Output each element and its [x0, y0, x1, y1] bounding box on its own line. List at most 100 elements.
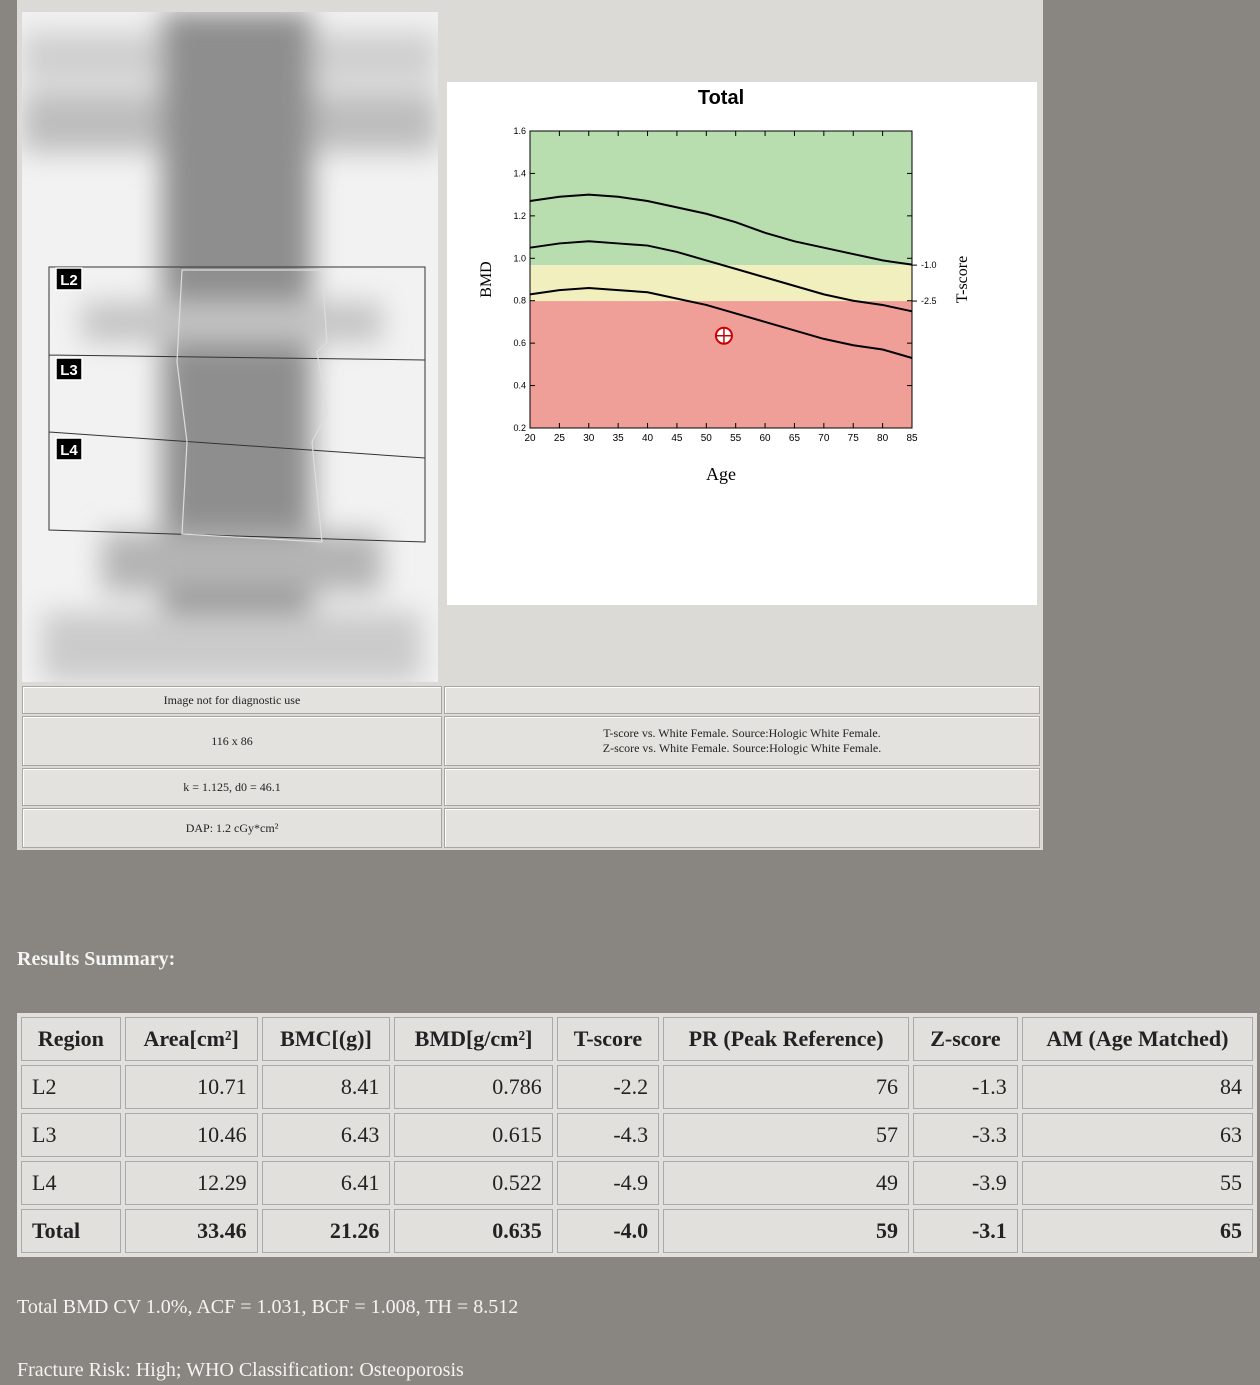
- info-text: T-score vs. White Female. Source:Hologic…: [445, 726, 1039, 741]
- note: Fracture Risk: High; WHO Classification:…: [17, 1359, 464, 1382]
- info-cell: k = 1.125, d0 = 46.1: [22, 768, 442, 806]
- table-cell: 55: [1022, 1161, 1253, 1205]
- region-label: L2: [60, 272, 78, 289]
- column-header: PR (Peak Reference): [663, 1017, 909, 1061]
- table-cell: -3.3: [913, 1113, 1018, 1157]
- info-cell: [444, 686, 1040, 714]
- page: L2L3L4 Total2025303540455055606570758085…: [0, 0, 1260, 1385]
- table-cell: -1.3: [913, 1065, 1018, 1109]
- region-label: L3: [60, 362, 78, 379]
- table-cell: 63: [1022, 1113, 1253, 1157]
- table-cell: 6.43: [262, 1113, 391, 1157]
- table-cell: L2: [21, 1065, 121, 1109]
- x-tick-label: 65: [789, 433, 801, 444]
- info-cell: [444, 808, 1040, 848]
- y2-tick-label: -1.0: [921, 260, 937, 270]
- zone: [530, 131, 912, 265]
- x-tick-label: 35: [613, 433, 625, 444]
- table-cell: 65: [1022, 1209, 1253, 1253]
- table-cell: 8.41: [262, 1065, 391, 1109]
- table-cell: 0.635: [394, 1209, 552, 1253]
- table-cell: 84: [1022, 1065, 1253, 1109]
- info-cell: Image not for diagnostic use: [22, 686, 442, 714]
- table-cell: 49: [663, 1161, 909, 1205]
- table-cell: 59: [663, 1209, 909, 1253]
- chart: Total 20 25 30 35 40 45 50 55 60 65 70 75 80 85 0.2 0.4 0…: [447, 82, 1037, 605]
- zone: [530, 301, 912, 428]
- table-cell: Total: [21, 1209, 121, 1253]
- info-cell: T-score vs. White Female. Source:Hologic…: [444, 716, 1040, 766]
- table-cell: -3.1: [913, 1209, 1018, 1253]
- section-title: Results Summary:: [17, 948, 175, 971]
- table-cell: L3: [21, 1113, 121, 1157]
- column-header: BMC[(g)]: [262, 1017, 391, 1061]
- x-tick-label: 20: [524, 433, 536, 444]
- table-cell: L4: [21, 1161, 121, 1205]
- column-header: Z-score: [913, 1017, 1018, 1061]
- table-cell: -4.0: [557, 1209, 659, 1253]
- x-tick-label: 50: [701, 433, 713, 444]
- y-tick-label: 1.2: [513, 211, 526, 221]
- table-cell: 0.615: [394, 1113, 552, 1157]
- y-tick-label: 0.4: [513, 381, 526, 391]
- table-cell: 12.29: [125, 1161, 258, 1205]
- table-cell: 21.26: [262, 1209, 391, 1253]
- info-text: DAP: 1.2 cGy*cm²: [23, 821, 441, 836]
- table-cell: -4.9: [557, 1161, 659, 1205]
- table-cell: 10.46: [125, 1113, 258, 1157]
- info-cell: DAP: 1.2 cGy*cm²: [22, 808, 442, 848]
- table-cell: -2.2: [557, 1065, 659, 1109]
- x-axis-label: Age: [706, 464, 736, 484]
- x-tick-label: 45: [671, 433, 683, 444]
- column-header: T-score: [557, 1017, 659, 1061]
- column-header: Region: [21, 1017, 121, 1061]
- y-tick-label: 0.6: [513, 338, 526, 348]
- chart-title: Total: [698, 87, 744, 109]
- y-tick-label: 0.8: [513, 296, 526, 306]
- x-tick-label: 70: [818, 433, 830, 444]
- info-cell: [444, 768, 1040, 806]
- y-tick-label: 1.0: [513, 253, 526, 263]
- scan-image: L2 L3 L4: [22, 12, 438, 682]
- info-text: k = 1.125, d0 = 46.1: [23, 780, 441, 795]
- y-tick-label: 1.4: [513, 168, 526, 178]
- table-cell: 57: [663, 1113, 909, 1157]
- table-cell: 6.41: [262, 1161, 391, 1205]
- info-text: Image not for diagnostic use: [23, 693, 441, 708]
- info-text: 116 x 86: [23, 734, 441, 749]
- table-cell: 0.786: [394, 1065, 552, 1109]
- x-tick-label: 60: [760, 433, 772, 444]
- info-text: Z-score vs. White Female. Source:Hologic…: [445, 741, 1039, 756]
- y-tick-label: 0.2: [513, 423, 526, 433]
- note: Total BMD CV 1.0%, ACF = 1.031, BCF = 1.…: [17, 1296, 518, 1319]
- x-tick-label: 40: [642, 433, 654, 444]
- info-cell: 116 x 86: [22, 716, 442, 766]
- zone: [530, 265, 912, 301]
- column-header: Area[cm²]: [125, 1017, 258, 1061]
- x-tick-label: 80: [877, 433, 889, 444]
- table-cell: -3.9: [913, 1161, 1018, 1205]
- table-cell: 10.71: [125, 1065, 258, 1109]
- column-header: AM (Age Matched): [1022, 1017, 1253, 1061]
- x-tick-label: 30: [583, 433, 595, 444]
- x-tick-label: 25: [554, 433, 566, 444]
- x-tick-label: 75: [848, 433, 860, 444]
- table-cell: 76: [663, 1065, 909, 1109]
- y2-tick-label: -2.5: [921, 296, 937, 306]
- column-header: BMD[g/cm²]: [394, 1017, 552, 1061]
- table-cell: 33.46: [125, 1209, 258, 1253]
- table-cell: -4.3: [557, 1113, 659, 1157]
- y-tick-label: 1.6: [513, 126, 526, 136]
- region-label: L4: [60, 442, 78, 459]
- x-tick-label: 85: [906, 433, 918, 444]
- y-axis-label: BMD: [478, 261, 495, 297]
- x-tick-label: 55: [730, 433, 742, 444]
- y2-axis-label: T-score: [954, 256, 971, 303]
- table-cell: 0.522: [394, 1161, 552, 1205]
